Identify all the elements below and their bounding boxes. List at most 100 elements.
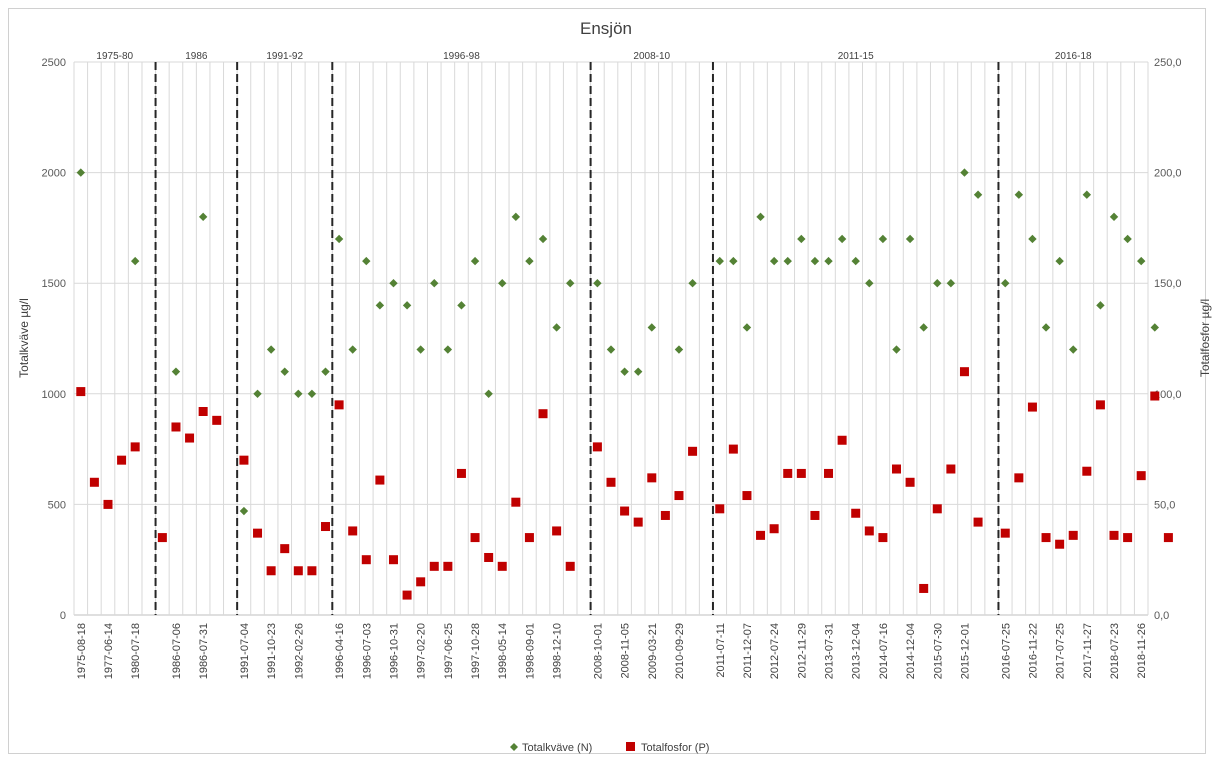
x-tick-label: 1998-12-10 bbox=[552, 623, 564, 679]
point-totalfosfor bbox=[497, 561, 507, 571]
x-tick-label: 1977-06-14 bbox=[103, 623, 115, 679]
point-totalfosfor bbox=[565, 561, 575, 571]
x-tick-label: 2009-03-21 bbox=[647, 623, 659, 679]
point-totalkvave bbox=[389, 279, 398, 288]
point-totalfosfor bbox=[552, 526, 562, 536]
point-totalfosfor bbox=[1136, 471, 1146, 481]
point-totalkvave bbox=[892, 345, 901, 354]
point-totalfosfor bbox=[334, 400, 344, 410]
x-tick-label: 2018-11-26 bbox=[1136, 623, 1148, 678]
point-totalkvave bbox=[348, 345, 357, 354]
x-tick-label: 2014-12-04 bbox=[905, 623, 917, 679]
y-tick-left: 2000 bbox=[42, 168, 66, 180]
y-axis-left-label: Totalkväve µg/l bbox=[17, 298, 31, 378]
point-totalkvave bbox=[674, 345, 684, 354]
y-tick-left: 2500 bbox=[42, 57, 66, 69]
legend: Totalkväve (N) Totalfosfor (P) bbox=[510, 742, 709, 754]
point-totalkvave bbox=[1055, 256, 1064, 266]
point-totalfosfor bbox=[171, 422, 181, 432]
point-totalkvave bbox=[552, 323, 561, 332]
point-totalkvave bbox=[538, 234, 548, 244]
point-totalkvave bbox=[484, 389, 493, 398]
point-totalfosfor bbox=[1095, 400, 1105, 410]
point-totalfosfor bbox=[1123, 533, 1133, 543]
point-totalfosfor bbox=[348, 526, 358, 536]
point-totalfosfor bbox=[76, 387, 86, 397]
series-totalfosfor bbox=[76, 367, 1173, 600]
point-totalkvave bbox=[334, 234, 344, 244]
point-totalfosfor bbox=[293, 566, 303, 576]
point-totalkvave bbox=[280, 367, 289, 376]
x-tick-label: 2013-07-31 bbox=[824, 623, 836, 679]
point-totalfosfor bbox=[946, 464, 956, 474]
x-tick-label: 2012-07-24 bbox=[769, 623, 781, 679]
point-totalfosfor bbox=[742, 491, 752, 501]
point-totalfosfor bbox=[212, 415, 222, 425]
point-totalfosfor bbox=[103, 499, 113, 509]
x-tick-label: 2011-07-11 bbox=[715, 623, 727, 678]
point-totalfosfor bbox=[837, 435, 847, 445]
point-totalfosfor bbox=[388, 555, 398, 565]
point-totalkvave bbox=[1041, 323, 1051, 332]
y-tick-left: 500 bbox=[48, 499, 66, 511]
legend-marker-totalfosfor bbox=[626, 742, 635, 751]
legend-label-totalfosfor: Totalfosfor (P) bbox=[641, 742, 709, 754]
point-totalfosfor bbox=[89, 477, 99, 487]
x-tick-label: 1998-05-14 bbox=[497, 623, 509, 679]
y-tick-right: 150,0 bbox=[1154, 278, 1182, 290]
x-tick-label: 1986-07-06 bbox=[171, 623, 183, 679]
point-totalkvave bbox=[933, 279, 942, 288]
point-totalkvave bbox=[307, 389, 317, 398]
x-tick-label: 2010-09-29 bbox=[674, 623, 686, 679]
x-tick-label: 2014-07-16 bbox=[878, 623, 890, 679]
point-totalkvave bbox=[443, 345, 453, 354]
x-tick-label: 1997-06-25 bbox=[443, 623, 455, 679]
point-totalkvave bbox=[430, 279, 439, 288]
point-totalfosfor bbox=[511, 497, 521, 507]
point-totalfosfor bbox=[647, 473, 657, 483]
point-totalfosfor bbox=[891, 464, 901, 474]
point-totalkvave bbox=[171, 367, 181, 376]
point-totalfosfor bbox=[878, 533, 888, 543]
y-tick-right: 200,0 bbox=[1154, 168, 1182, 180]
point-totalkvave bbox=[837, 234, 847, 244]
point-totalfosfor bbox=[756, 530, 766, 540]
point-totalfosfor bbox=[402, 590, 412, 600]
x-tick-label: 1975-08-18 bbox=[76, 623, 88, 679]
x-tick-label: 1997-10-28 bbox=[470, 623, 482, 679]
x-tick-label: 2011-12-07 bbox=[742, 623, 754, 678]
point-totalfosfor bbox=[919, 583, 929, 593]
point-totalfosfor bbox=[633, 517, 643, 527]
point-totalfosfor bbox=[959, 367, 969, 377]
point-totalfosfor bbox=[198, 406, 208, 416]
x-tick-label: 2015-12-01 bbox=[959, 623, 971, 679]
y-tick-left: 0 bbox=[60, 610, 66, 622]
x-tick-label: 1986-07-31 bbox=[198, 623, 210, 679]
point-totalkvave bbox=[198, 212, 208, 222]
point-totalkvave bbox=[688, 279, 697, 288]
period-label: 2016-18 bbox=[1055, 51, 1092, 62]
point-totalfosfor bbox=[864, 526, 874, 536]
point-totalfosfor bbox=[1163, 533, 1173, 543]
point-totalkvave bbox=[266, 345, 276, 354]
point-totalkvave bbox=[566, 279, 575, 288]
point-totalkvave bbox=[294, 389, 303, 398]
point-totalkvave bbox=[416, 345, 425, 354]
point-totalkvave bbox=[973, 190, 983, 199]
point-totalkvave bbox=[1082, 190, 1092, 199]
point-totalfosfor bbox=[321, 522, 331, 532]
point-totalkvave bbox=[797, 234, 806, 244]
point-totalfosfor bbox=[728, 444, 738, 454]
x-tick-label: 2008-11-05 bbox=[620, 623, 632, 678]
point-totalfosfor bbox=[361, 555, 371, 565]
chart-frame bbox=[8, 8, 1206, 754]
point-totalkvave bbox=[647, 323, 656, 332]
period-label: 2008-10 bbox=[633, 51, 670, 62]
point-totalkvave bbox=[905, 234, 915, 244]
point-totalfosfor bbox=[1068, 530, 1078, 540]
x-tick-label: 1996-10-31 bbox=[388, 623, 400, 679]
point-totalfosfor bbox=[674, 491, 684, 501]
point-totalkvave bbox=[633, 367, 643, 376]
point-totalfosfor bbox=[932, 504, 942, 514]
period-dividers bbox=[154, 62, 1000, 615]
